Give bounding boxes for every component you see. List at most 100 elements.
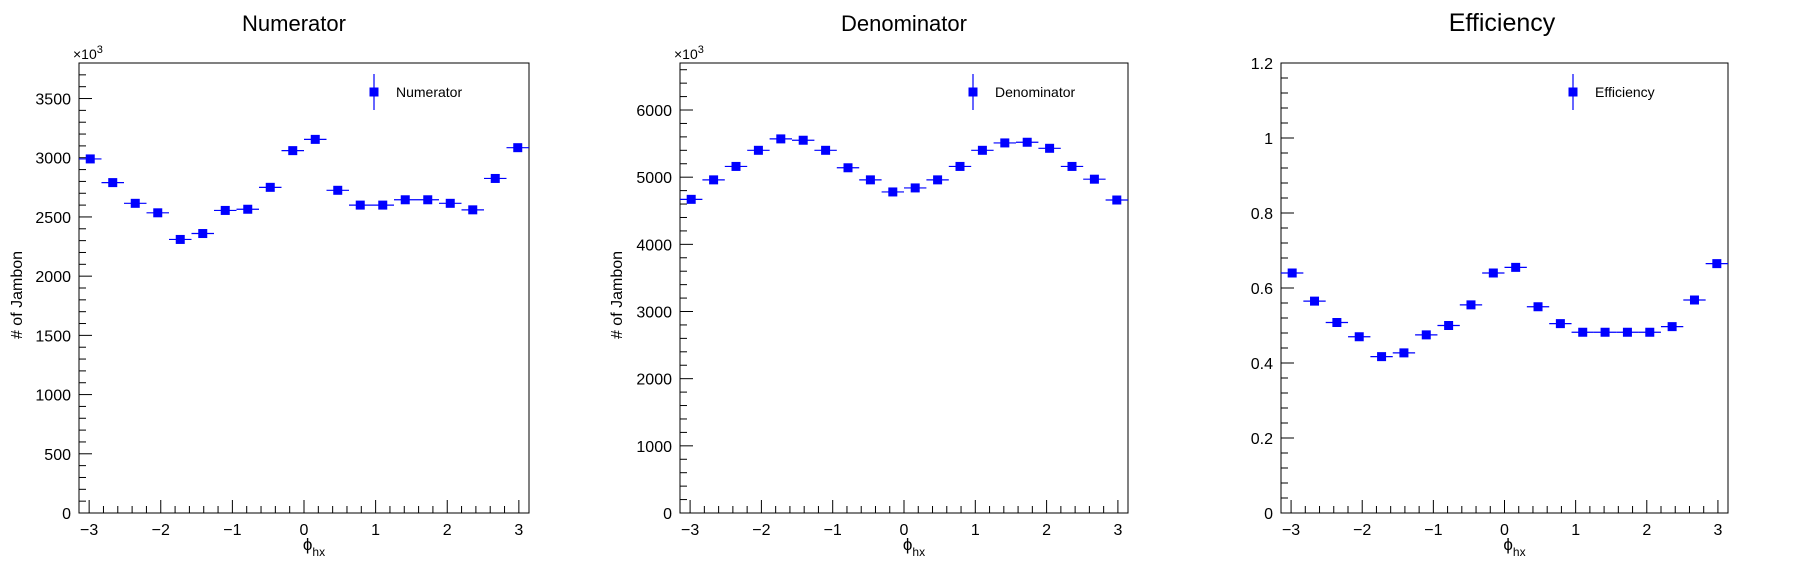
data-point-marker — [686, 194, 696, 204]
chart-title: Denominator — [841, 11, 967, 36]
y-axis-label: # of Jambon — [9, 251, 26, 339]
y-tick-label: 2500 — [35, 210, 71, 227]
data-point-marker — [1399, 348, 1409, 358]
data-point — [438, 198, 462, 208]
data-point-marker — [1089, 174, 1099, 184]
y-tick-label: 0.6 — [1251, 281, 1273, 298]
data-point-marker — [468, 205, 478, 215]
y-tick-label: 1000 — [636, 439, 672, 456]
data-point — [168, 234, 192, 244]
data-point-marker — [220, 205, 230, 215]
data-point — [971, 145, 994, 155]
y-tick-label: 500 — [44, 447, 71, 464]
y-axis-multiplier: ×103 — [73, 44, 103, 62]
x-tick-label: 1 — [371, 522, 380, 539]
data-point-marker — [1712, 259, 1722, 269]
x-axis-label: ϕhx — [1503, 535, 1525, 559]
chart-panel-denominator: Denominator −3 −2 −1 0 1 2 3 0 1000 2000 3000 4000 50… — [609, 11, 1129, 559]
data-point-marker — [1421, 330, 1431, 340]
data-point-marker — [910, 183, 920, 193]
data-point — [702, 175, 725, 185]
data-point — [881, 187, 904, 197]
data-point — [101, 178, 124, 188]
y-axis-multiplier: ×103 — [674, 44, 704, 62]
y-tick-label: 5000 — [636, 170, 672, 187]
data-point-marker — [333, 185, 343, 195]
data-point — [1370, 352, 1393, 362]
x-tick-label: 2 — [443, 522, 452, 539]
data-point — [926, 175, 949, 185]
x-tick-label: 1 — [971, 522, 980, 539]
chart-title: Efficiency — [1449, 9, 1556, 37]
data-point — [326, 185, 349, 195]
x-tick-label: 0 — [900, 522, 909, 539]
data-point-marker — [1310, 296, 1320, 306]
data-point — [836, 163, 860, 173]
data-point-marker — [1533, 302, 1543, 312]
x-tick-label: −3 — [1282, 522, 1300, 539]
x-tick-label: 0 — [1500, 522, 1509, 539]
y-axis-multiplier-base: ×10 — [674, 46, 698, 62]
chart-panel-efficiency: Efficiency −3 −2 −1 0 1 2 3 0 0.2 0.4 0.6 0.8 1 1.2 ϕhx… — [1251, 9, 1729, 559]
data-point — [236, 204, 259, 214]
data-point — [79, 154, 102, 164]
y-tick-label: 0.2 — [1251, 431, 1273, 448]
y-tick-label: 0 — [1264, 506, 1273, 523]
y-tick-label: 1500 — [35, 328, 71, 345]
data-point-marker — [753, 145, 763, 155]
data-point — [484, 173, 507, 183]
legend-marker — [968, 87, 978, 97]
y-tick-label: 0.8 — [1251, 206, 1273, 223]
data-point-marker — [243, 204, 253, 214]
data-point — [1459, 300, 1483, 310]
x-tick-label: −2 — [752, 522, 770, 539]
data-point — [506, 143, 529, 153]
data-point — [1281, 268, 1304, 278]
y-tick-label: 3000 — [636, 305, 672, 322]
y-tick-label: 2000 — [35, 269, 71, 286]
data-point-marker — [977, 145, 987, 155]
data-point — [1593, 327, 1617, 337]
y-tick-label: 1000 — [35, 388, 71, 405]
data-point — [747, 145, 770, 155]
data-point — [1060, 161, 1084, 171]
data-point-marker — [423, 195, 433, 205]
legend: Denominator — [968, 74, 1075, 110]
data-point-marker — [1045, 143, 1055, 153]
data-point — [1571, 327, 1594, 337]
data-point — [1083, 174, 1106, 184]
data-point-marker — [1689, 295, 1699, 305]
x-axis-label-symbol: ϕ — [903, 535, 913, 554]
data-point — [123, 198, 147, 208]
data-point-marker — [1377, 352, 1387, 362]
x-tick-label: −1 — [223, 522, 241, 539]
x-tick-label: 3 — [1713, 522, 1722, 539]
data-point — [191, 229, 215, 239]
data-point-marker — [1466, 300, 1476, 310]
data-point-marker — [933, 175, 943, 185]
data-point — [1303, 296, 1326, 306]
data-point — [281, 146, 304, 156]
y-tick-label: 1.2 — [1251, 56, 1273, 73]
data-point-marker — [1488, 268, 1498, 278]
data-point — [680, 194, 703, 204]
data-point — [859, 175, 882, 185]
data-point — [1526, 302, 1550, 312]
data-point — [1415, 330, 1438, 340]
x-tick-label: −1 — [1424, 522, 1442, 539]
y-tick-label: 0 — [62, 506, 71, 523]
data-point-marker — [1578, 327, 1588, 337]
data-point-marker — [709, 175, 719, 185]
x-tick-label: −3 — [80, 522, 98, 539]
x-axis-label: ϕhx — [903, 535, 925, 559]
data-point-marker — [955, 161, 965, 171]
x-tick-label: −2 — [1353, 522, 1371, 539]
y-axis-multiplier-exponent: 3 — [698, 44, 704, 56]
data-point — [259, 182, 282, 192]
data-point — [1705, 259, 1728, 269]
x-tick-label: 2 — [1642, 522, 1651, 539]
x-tick-label: 0 — [300, 522, 309, 539]
data-point — [904, 183, 927, 193]
data-point — [792, 135, 815, 145]
